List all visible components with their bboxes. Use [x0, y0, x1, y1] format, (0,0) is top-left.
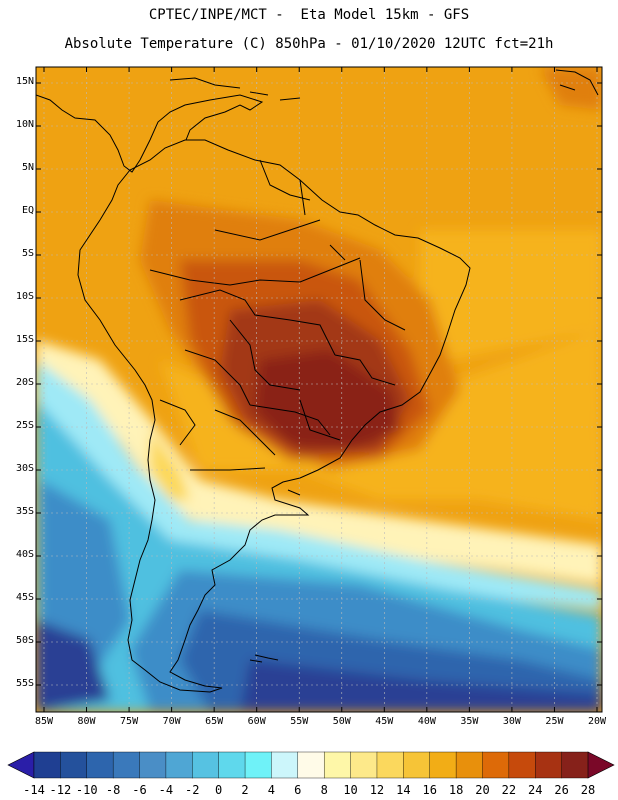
colorbar-label: -4	[158, 783, 174, 797]
colorbar-label: -12	[49, 783, 72, 797]
lat-label: 15S	[15, 334, 34, 345]
colorbar-label: 12	[369, 783, 385, 797]
continent-outline	[36, 69, 599, 693]
lat-label: 45S	[15, 592, 34, 603]
colorbar-bin	[244, 751, 272, 779]
grid-lines	[36, 67, 602, 712]
lon-label: 80W	[77, 716, 96, 727]
colorbar-bin	[350, 751, 378, 779]
lon-label: 40W	[417, 716, 436, 727]
lat-label: 15N	[15, 76, 34, 87]
colorbar-bin	[535, 751, 563, 779]
north-america-coast	[36, 94, 264, 173]
lon-label: 45W	[375, 716, 394, 727]
colorbar-bin	[403, 751, 431, 779]
colorbar-label: -14	[23, 783, 45, 797]
interior-borders	[149, 159, 406, 471]
colorbar-label: 14	[396, 783, 411, 797]
lat-label: EQ	[21, 205, 34, 216]
field-dark-brown-core	[255, 350, 400, 450]
colorbar-bin	[112, 751, 141, 779]
colorbar-label: 0	[215, 783, 223, 797]
caribbean-islands	[169, 69, 599, 101]
lon-label: 30W	[502, 716, 521, 727]
field-northeast-warm	[420, 230, 602, 360]
uruguay-falklands	[249, 489, 301, 663]
field-deep-blue-west	[36, 620, 110, 712]
tick-marks	[36, 67, 602, 712]
lat-label: 20S	[15, 377, 34, 388]
lon-label: 60W	[247, 716, 266, 727]
colorbar-label: 2	[241, 783, 249, 797]
lon-label: 75W	[120, 716, 139, 727]
chart-subtitle: Absolute Temperature (C) 850hPa - 01/10/…	[64, 36, 554, 52]
lat-label: 40S	[15, 549, 34, 560]
lon-label: 20W	[587, 716, 607, 727]
lon-label: 25W	[545, 716, 564, 727]
colorbar-bin	[271, 751, 299, 779]
colorbar-label: 10	[343, 783, 358, 797]
lat-label: 10S	[15, 291, 34, 302]
colorbar-label: 26	[554, 783, 569, 797]
colorbar-bin	[139, 751, 167, 779]
lat-label: 30S	[15, 463, 34, 474]
colorbar-bin	[455, 751, 483, 779]
lat-label: 5S	[21, 248, 34, 259]
field-deep-blue-south	[240, 660, 602, 712]
lat-label: 5N	[21, 162, 34, 173]
colorbar-label: 16	[422, 783, 437, 797]
colorbar-bin	[297, 751, 325, 779]
colorbar-under-arrow	[7, 751, 35, 779]
south-america-coast	[77, 139, 471, 693]
colorbar-bin	[508, 751, 536, 779]
lon-label: 55W	[290, 716, 309, 727]
lon-label: 65W	[205, 716, 224, 727]
colorbar-label: 22	[501, 783, 517, 797]
lon-label: 85W	[34, 716, 54, 727]
map-frame	[35, 66, 603, 713]
colorbar-label: -6	[132, 783, 147, 797]
colorbar-bin	[482, 751, 510, 779]
colorbar-over-arrow	[587, 751, 615, 779]
colorbar-bin	[86, 751, 114, 779]
colorbar-label: 28	[580, 783, 596, 797]
colorbar-bin	[60, 751, 88, 779]
colorbar-bin	[376, 751, 404, 779]
lon-label: 70W	[162, 716, 181, 727]
colorbar-label: -10	[75, 783, 98, 797]
colorbar-label: -2	[185, 783, 200, 797]
colorbar-bin	[165, 751, 193, 779]
colorbar-bin	[561, 751, 589, 779]
colorbar-bin	[323, 751, 352, 779]
colorbar-bin	[218, 751, 246, 779]
temperature-field	[36, 67, 602, 712]
lat-label: 25S	[15, 420, 34, 431]
colorbar-label: 24	[528, 783, 543, 797]
lon-label: 50W	[332, 716, 351, 727]
colorbar-bin	[429, 751, 457, 779]
colorbar-label: 18	[448, 783, 464, 797]
colorbar-label: 8	[320, 783, 328, 797]
colorbar-bin	[192, 751, 220, 779]
colorbar-label: -8	[105, 783, 121, 797]
lat-label: 35S	[15, 506, 34, 517]
lon-label: 35W	[460, 716, 479, 727]
colorbar-label: 20	[475, 783, 490, 797]
field-andes-cool	[150, 430, 190, 500]
lat-label: 55S	[15, 678, 34, 689]
chart-title: CPTEC/INPE/MCT - Eta Model 15km - GFS	[148, 7, 470, 23]
field-cream-band	[36, 340, 602, 585]
colorbar-label: 4	[267, 783, 276, 797]
lat-label: 10N	[15, 119, 34, 130]
colorbar-label: 6	[294, 783, 302, 797]
colorbar-bin	[33, 751, 61, 779]
lat-label: 50S	[15, 635, 34, 646]
